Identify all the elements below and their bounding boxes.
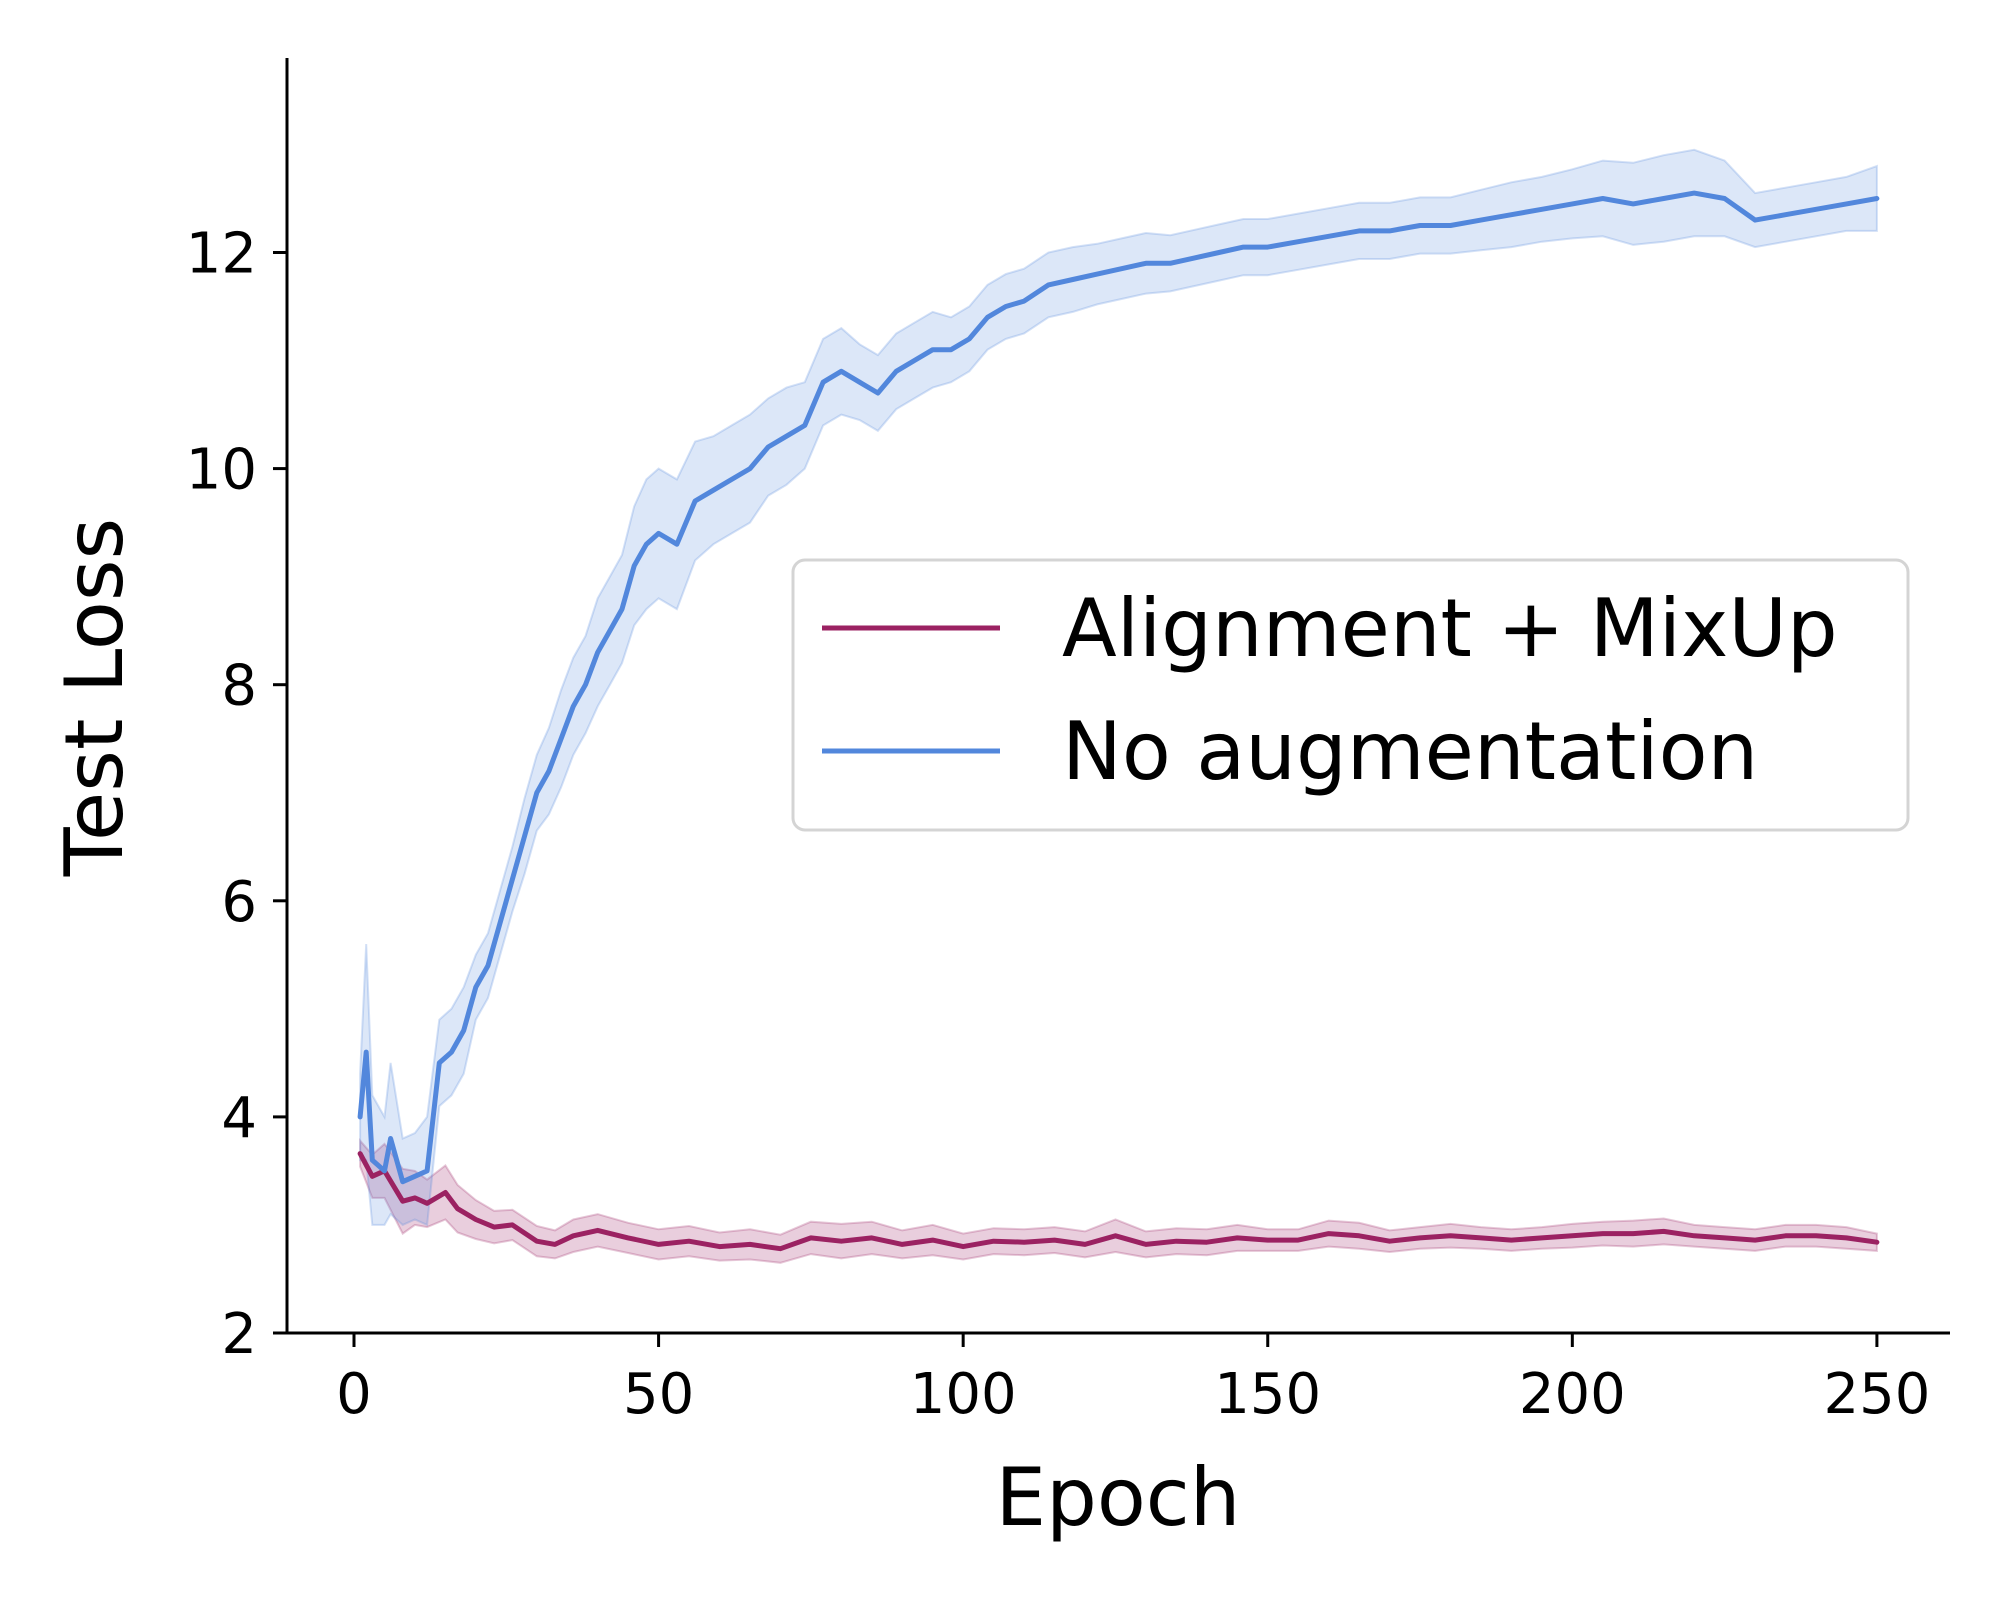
y-tick-label: 6 — [221, 870, 257, 935]
y-tick-label: 8 — [221, 654, 257, 719]
x-tick-label: 250 — [1823, 1362, 1930, 1427]
confidence-bands — [359, 148, 1878, 1264]
y-axis-title: Test Loss — [48, 518, 141, 877]
series-lines — [357, 190, 1880, 1252]
x-tick-label: 50 — [623, 1362, 694, 1427]
legend: Alignment + MixUp No augmentation — [791, 558, 1910, 832]
x-tick-label: 150 — [1214, 1362, 1321, 1427]
x-tick-label: 0 — [336, 1362, 372, 1427]
y-tick-label: 2 — [221, 1302, 257, 1367]
legend-frame — [791, 558, 1910, 832]
legend-label-no-augmentation: No augmentation — [1062, 705, 1758, 798]
x-axis-title: Epoch — [996, 1451, 1241, 1544]
legend-label-alignment-mixup: Alignment + MixUp — [1062, 582, 1838, 675]
x-tick-label: 200 — [1519, 1362, 1626, 1427]
y-tick-label: 4 — [221, 1086, 257, 1151]
x-axis-ticks: 0 50 100 150 200 250 — [336, 1333, 1930, 1427]
series-line-no-augmentation — [357, 190, 1880, 1185]
y-tick-label: 10 — [186, 438, 257, 503]
x-tick-label: 100 — [910, 1362, 1017, 1427]
y-axis-ticks: 2 4 6 8 10 12 — [186, 221, 287, 1367]
series-line-alignment-mixup — [357, 1151, 1880, 1252]
band-alignment-mixup — [359, 1138, 1878, 1264]
y-tick-label: 12 — [186, 221, 257, 286]
band-no-augmentation — [359, 148, 1878, 1227]
